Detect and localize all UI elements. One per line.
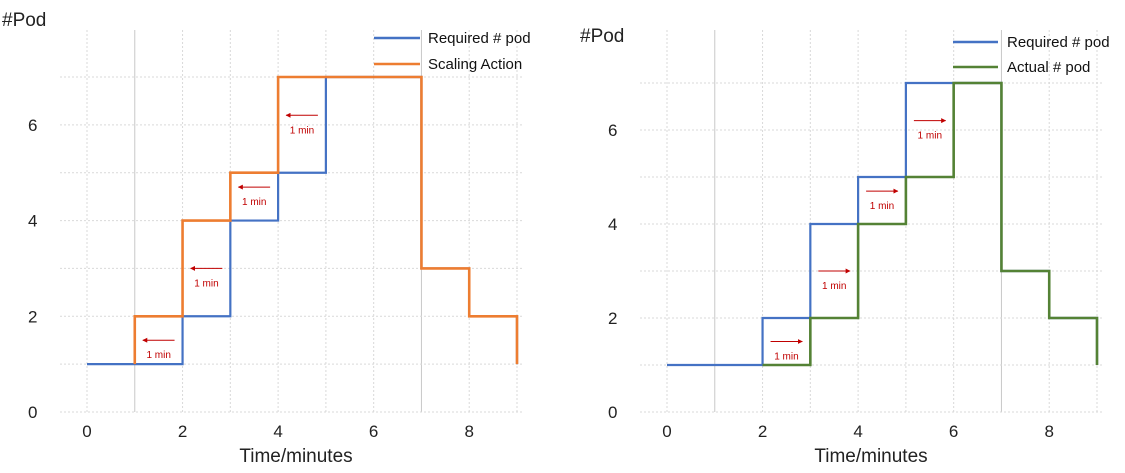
x-axis-title: Time/minutes bbox=[239, 446, 352, 467]
y-tick-label: 4 bbox=[608, 215, 617, 234]
y-tick-label: 4 bbox=[28, 212, 37, 231]
delay-label: 1 min bbox=[290, 125, 314, 136]
x-tick-label: 8 bbox=[464, 422, 473, 441]
x-tick-label: 4 bbox=[853, 422, 862, 441]
x-tick-label: 6 bbox=[949, 422, 958, 441]
y-tick-label: 6 bbox=[608, 121, 617, 140]
x-axis-title: Time/minutes bbox=[814, 446, 927, 467]
legend: Required # pod Scaling Action bbox=[374, 30, 531, 73]
y-tick-label: 0 bbox=[608, 403, 617, 422]
chart-panel-1: 0 2 4 6 0 2 4 6 8 #Pod Time/minutes 1 min 1 min 1 min… bbox=[2, 10, 531, 467]
legend-label: Required # pod bbox=[428, 30, 531, 47]
delay-label: 1 min bbox=[822, 281, 846, 292]
series-line-scaling-action bbox=[133, 75, 519, 365]
delay-label: 1 min bbox=[242, 197, 266, 208]
legend: Required # pod Actual # pod bbox=[953, 34, 1110, 76]
y-tick-label: 2 bbox=[28, 307, 37, 326]
delay-label: 1 min bbox=[146, 350, 170, 361]
x-tick-label: 4 bbox=[273, 422, 282, 441]
x-tick-label: 0 bbox=[662, 422, 671, 441]
delay-label: 1 min bbox=[774, 352, 798, 363]
delay-label: 1 min bbox=[194, 278, 218, 289]
legend-label: Required # pod bbox=[1007, 34, 1110, 51]
x-tick-label: 0 bbox=[82, 422, 91, 441]
legend-label: Actual # pod bbox=[1007, 59, 1090, 76]
chart-panel-2: 0 2 4 6 0 2 4 6 8 #Pod Time/minutes 1 min 1 min 1 min… bbox=[580, 26, 1110, 467]
delay-label: 1 min bbox=[918, 131, 942, 142]
x-tick-label: 2 bbox=[178, 422, 187, 441]
delay-label: 1 min bbox=[870, 201, 894, 212]
y-axis-title: #Pod bbox=[2, 10, 46, 31]
y-tick-label: 6 bbox=[28, 116, 37, 135]
legend-label: Scaling Action bbox=[428, 56, 522, 73]
series-line-actual-pod bbox=[762, 81, 1099, 367]
y-tick-label: 2 bbox=[608, 309, 617, 328]
y-tick-label: 0 bbox=[28, 403, 37, 422]
x-tick-label: 2 bbox=[758, 422, 767, 441]
y-axis-title: #Pod bbox=[580, 26, 624, 47]
x-tick-label: 6 bbox=[369, 422, 378, 441]
x-tick-label: 8 bbox=[1044, 422, 1053, 441]
